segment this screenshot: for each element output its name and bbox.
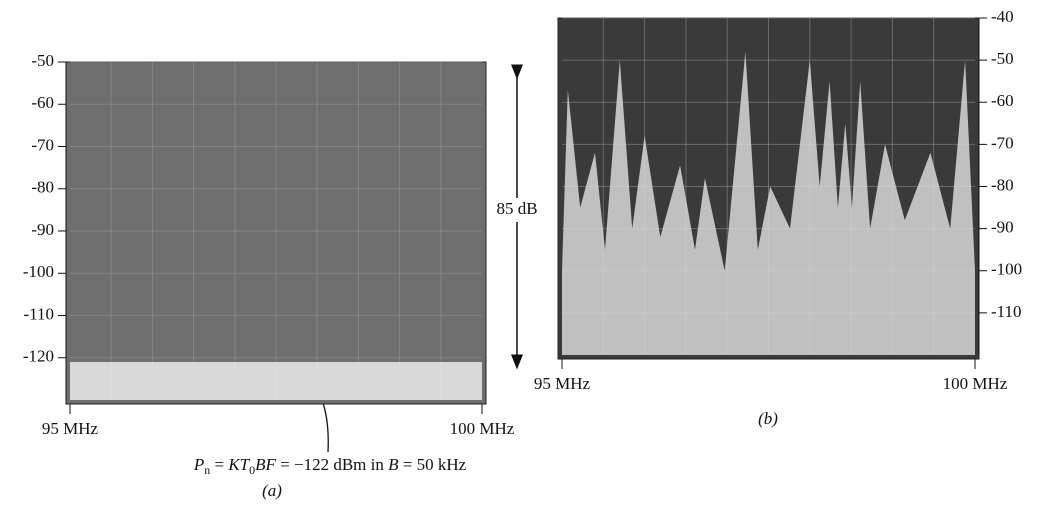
y-tick-label: -110 — [23, 304, 54, 323]
y-tick-label: -100 — [991, 260, 1022, 279]
y-tick-label: -70 — [31, 135, 54, 154]
formula-part: KT — [227, 455, 250, 474]
y-tick-label: -100 — [23, 262, 54, 281]
y-tick-label: -50 — [991, 49, 1014, 68]
caption: (a) — [262, 481, 282, 500]
y-tick-label: -90 — [31, 220, 54, 239]
y-tick-label: -80 — [991, 175, 1014, 194]
y-tick-label: -40 — [991, 7, 1014, 26]
y-tick-label: -60 — [991, 91, 1014, 110]
span-bg — [487, 198, 547, 222]
formula-part: BF — [255, 455, 276, 474]
x-tick-label: 100 MHz — [943, 374, 1008, 393]
formula-part: B — [388, 455, 399, 474]
trace-area — [562, 51, 975, 355]
caption: (b) — [758, 409, 778, 428]
y-tick-label: -60 — [31, 93, 54, 112]
formula-part: = — [210, 455, 228, 474]
x-tick-label: 95 MHz — [42, 419, 99, 438]
formula-part: = 50 kHz — [399, 455, 467, 474]
y-tick-label: -80 — [31, 178, 54, 197]
formula-part: 0 — [249, 463, 255, 477]
y-tick-label: -120 — [23, 347, 54, 366]
formula-part: = −122 dBm in — [276, 455, 388, 474]
y-tick-label: -110 — [991, 302, 1022, 321]
formula-part: n — [204, 463, 210, 477]
formula: Pn = KT0BF = −122 dBm in B = 50 kHz — [193, 455, 467, 477]
y-tick-label: -50 — [31, 51, 54, 70]
trace-area — [70, 362, 482, 400]
y-tick-label: -90 — [991, 218, 1014, 237]
x-tick-label: 95 MHz — [534, 374, 591, 393]
formula-part: P — [193, 455, 204, 474]
span-label: 85 dB — [496, 199, 537, 218]
x-tick-label: 100 MHz — [450, 419, 515, 438]
y-tick-label: -70 — [991, 133, 1014, 152]
